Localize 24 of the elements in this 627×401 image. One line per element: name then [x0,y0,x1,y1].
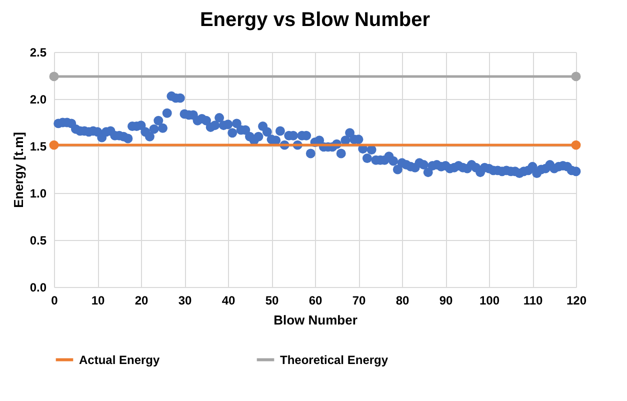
x-axis-title: Blow Number [274,312,358,328]
x-tick-label: 20 [134,294,148,308]
x-tick-label: 0 [51,294,58,308]
legend-label: Actual Energy [79,352,160,367]
y-tick-label: 2.5 [30,46,47,60]
x-tick-label: 120 [566,294,587,308]
legend-label: Theoretical Energy [280,352,388,367]
y-tick-label: 2.0 [30,92,47,106]
x-tick-label: 40 [222,294,236,308]
x-tick-label: 70 [352,294,366,308]
x-tick-label: 110 [523,294,544,308]
x-tick-label: 10 [91,294,105,308]
x-tick-label: 60 [308,294,322,308]
y-tick-label: 1.0 [30,186,47,200]
x-tick-label: 80 [396,294,410,308]
x-tick-label: 90 [439,294,453,308]
x-tick-label: 50 [265,294,279,308]
y-axis-title: Energy [t.m] [10,132,26,208]
chart-title: Energy vs Blow Number [200,9,430,31]
y-tick-label: 0.0 [30,280,47,294]
y-tick-label: 1.5 [30,140,47,154]
x-tick-label: 100 [479,294,500,308]
x-tick-label: 30 [178,294,192,308]
y-tick-label: 0.5 [30,234,47,248]
